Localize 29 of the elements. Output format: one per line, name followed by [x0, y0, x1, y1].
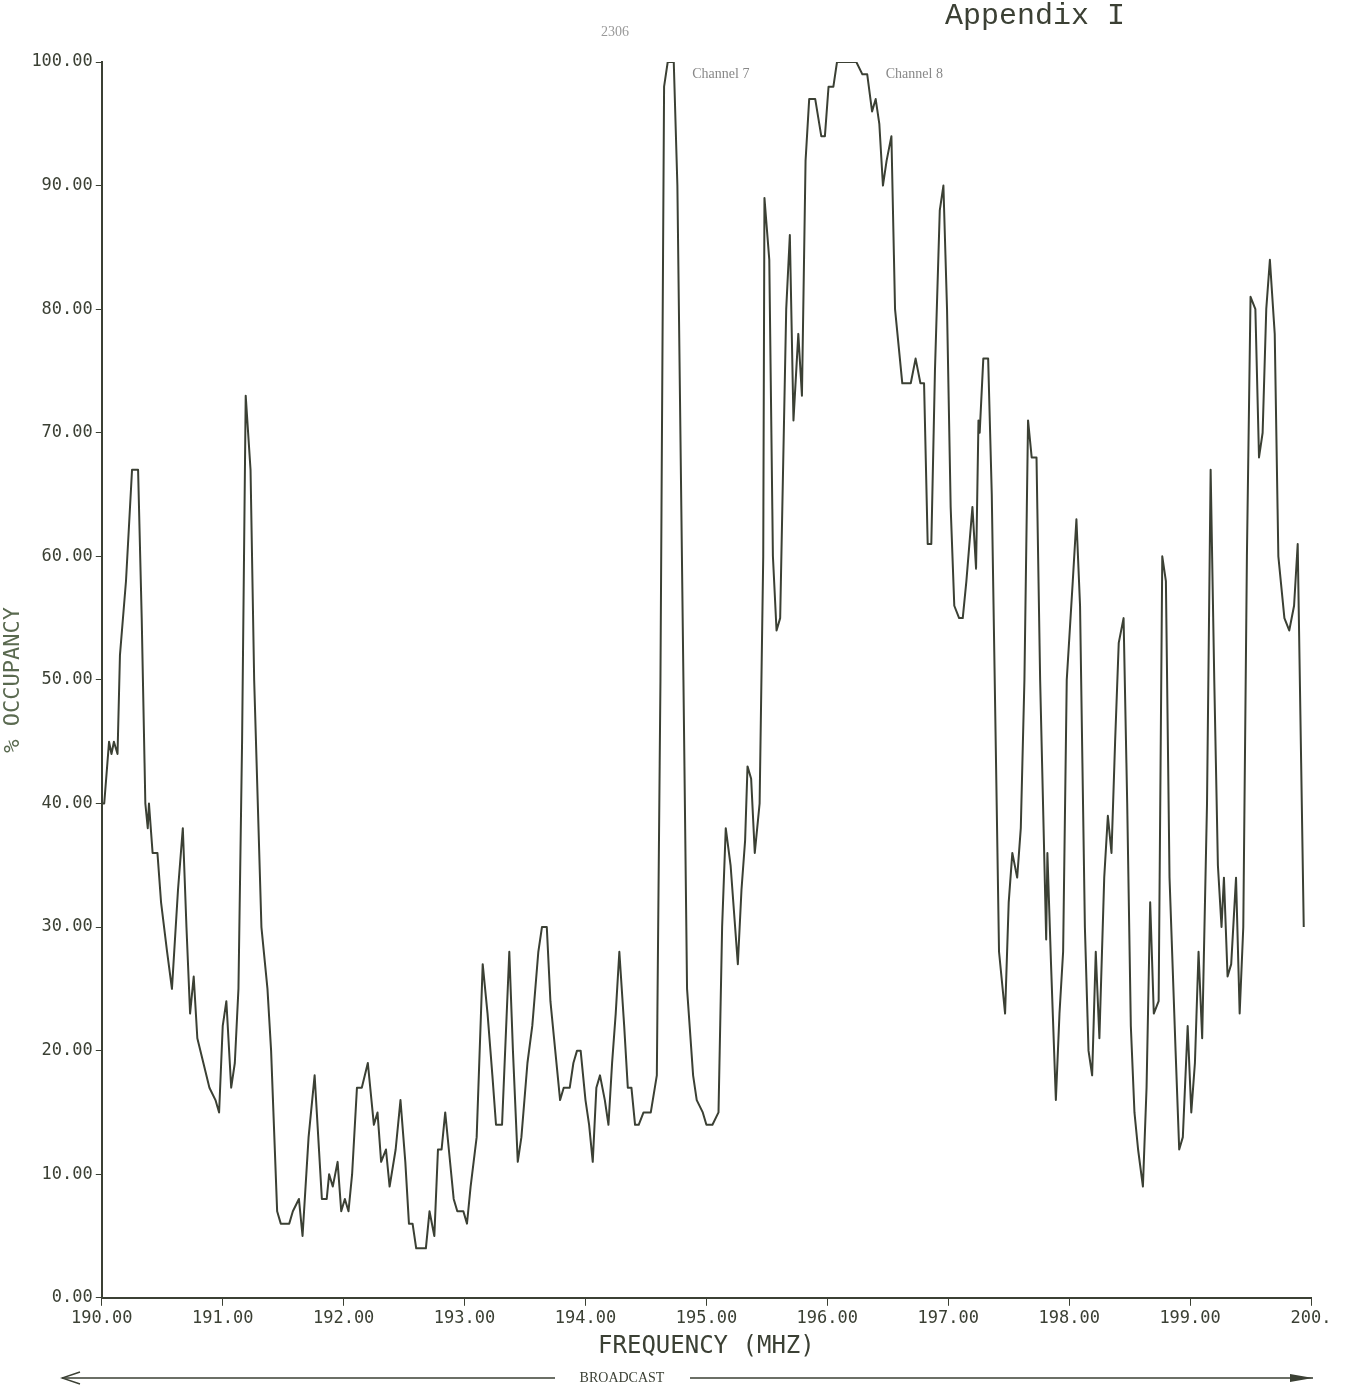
y-tick-label: 30.00 [41, 915, 93, 936]
y-tick-label: 90.00 [41, 174, 93, 194]
y-tick-label: 0.00 [51, 1286, 93, 1307]
x-tick-label: 194.00 [554, 1307, 617, 1328]
y-tick-label: 20.00 [41, 1039, 93, 1060]
chart-title: Appendix I [945, 0, 1126, 33]
y-tick-label: 60.00 [41, 544, 93, 565]
x-axis-title: FREQUENCY (MHZ) [598, 1330, 815, 1359]
y-tick-label: 40.00 [41, 791, 93, 812]
text: 2306 [601, 23, 629, 39]
annotation: Channel 8 [885, 65, 943, 81]
y-tick-label: 80.00 [41, 297, 93, 318]
text: BROADCAST [579, 1369, 665, 1385]
annotation: Channel 7 [692, 65, 750, 81]
y-axis-title: % OCCUPANCY [0, 607, 24, 753]
x-tick-label: 195.00 [675, 1307, 738, 1328]
x-tick-label: 196.00 [796, 1307, 859, 1328]
x-tick-label: 200. [1290, 1307, 1332, 1328]
y-tick-label: 10.00 [41, 1162, 93, 1183]
x-tick-label: 190.00 [71, 1307, 133, 1328]
x-tick-label: 198.00 [1038, 1307, 1100, 1328]
y-tick-label: 100.00 [31, 50, 93, 71]
x-tick-label: 197.00 [917, 1307, 979, 1328]
x-tick-label: 192.00 [312, 1307, 375, 1328]
x-tick-label: 199.00 [1159, 1307, 1221, 1328]
x-tick-label: 193.00 [433, 1307, 496, 1328]
y-tick-label: 50.00 [41, 668, 93, 689]
x-tick-label: 191.00 [192, 1307, 254, 1328]
y-tick-label: 70.00 [41, 421, 93, 442]
